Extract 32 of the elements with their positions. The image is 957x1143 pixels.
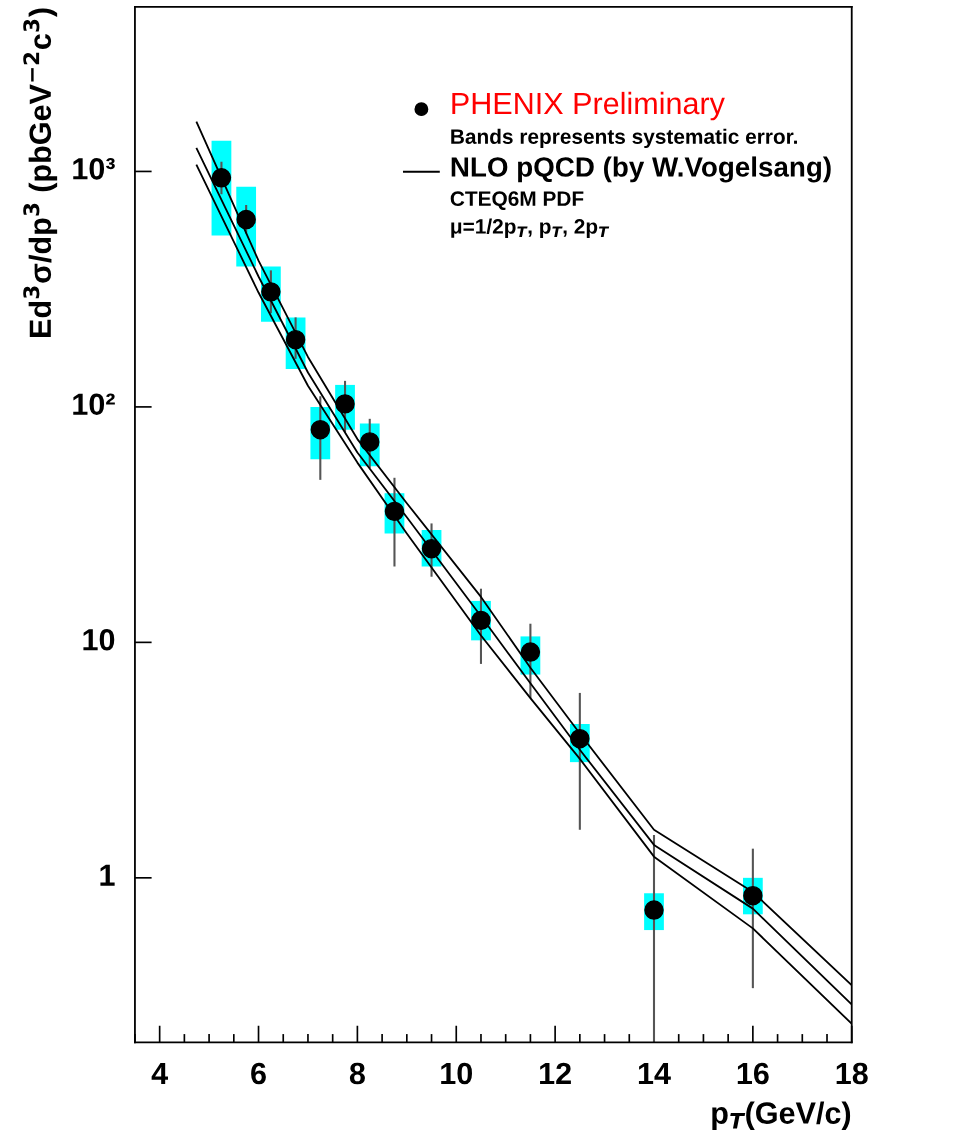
point — [520, 642, 541, 662]
point — [236, 209, 256, 230]
point — [261, 282, 281, 302]
point — [471, 610, 491, 631]
point — [335, 394, 355, 414]
annotation: μ=1/2p$_{T}$, p$_{T}$, 2p$_{T}$ — [451, 218, 610, 238]
point — [384, 501, 405, 522]
legend-label: PHENIX Preliminary — [452, 91, 725, 121]
legend-label: NLO pQCD (by W.Vogelsang) — [451, 156, 831, 183]
point — [310, 420, 331, 440]
annotation: Bands represents systematic error. — [451, 128, 797, 149]
text: Ed$^{3}$σ/dp$^{3}$ (pbGeV$^{−2}$c$^{3}$) — [23, 8, 58, 337]
annotation: CTEQ6M PDF — [450, 191, 584, 210]
point — [570, 728, 590, 749]
point — [644, 900, 664, 920]
x-tick-label: 12 — [540, 1062, 571, 1084]
point — [211, 168, 232, 188]
x-tick-label: 14 — [638, 1062, 671, 1084]
point — [743, 885, 763, 906]
x-tick-label: 6 — [251, 1062, 266, 1085]
y-tick-label: 10 — [83, 628, 115, 651]
y-tick-label: 10³ — [73, 158, 115, 180]
point — [421, 538, 442, 559]
x-tick-label: 8 — [349, 1062, 365, 1085]
x-tick-label: 4 — [151, 1062, 168, 1084]
x-tick-label: 10 — [441, 1062, 472, 1085]
x-tick-label: 16 — [737, 1062, 769, 1085]
point — [285, 329, 306, 350]
y-tick-label: 1 — [100, 864, 115, 886]
y-tick-label: 10² — [73, 393, 115, 416]
x-tick-label: 18 — [836, 1062, 868, 1085]
x-axis-title: p$_{T}$(GeV/c) — [712, 1101, 851, 1130]
